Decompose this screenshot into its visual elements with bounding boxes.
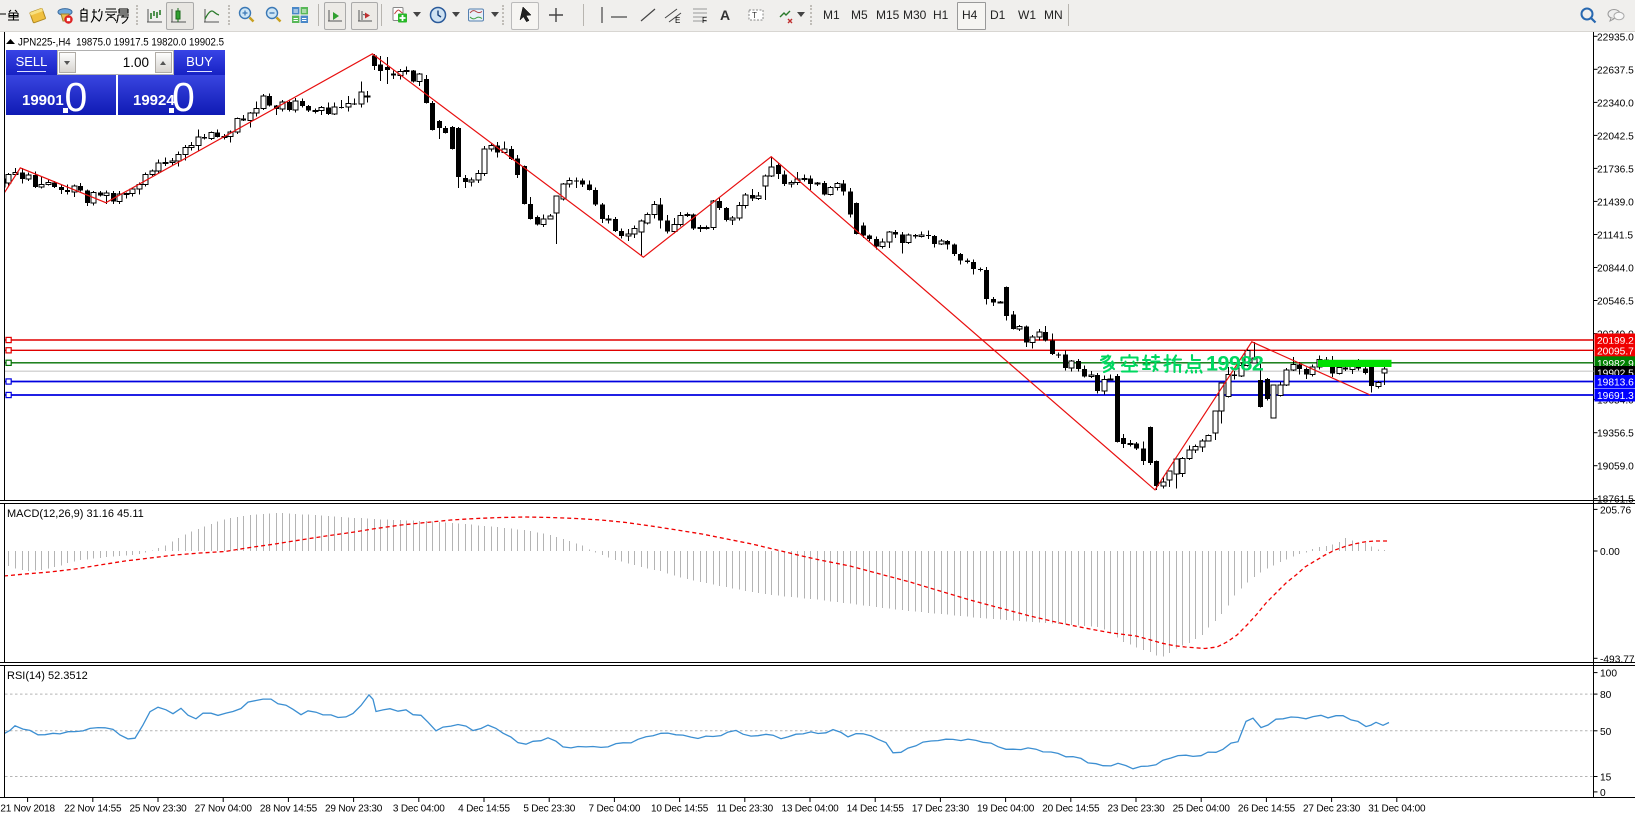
svg-text:31 Dec 04:00: 31 Dec 04:00 bbox=[1368, 804, 1426, 815]
svg-text:19356.5: 19356.5 bbox=[1597, 429, 1634, 440]
svg-text:25 Nov 23:30: 25 Nov 23:30 bbox=[129, 804, 187, 815]
svg-text:11 Dec 23:30: 11 Dec 23:30 bbox=[717, 804, 774, 815]
svg-text:21141.5: 21141.5 bbox=[1597, 231, 1633, 242]
svg-text:0.00: 0.00 bbox=[1600, 547, 1620, 558]
svg-text:25 Dec 04:00: 25 Dec 04:00 bbox=[1173, 804, 1231, 815]
svg-text:29 Nov 23:30: 29 Nov 23:30 bbox=[325, 804, 383, 815]
svg-text:7 Dec 04:00: 7 Dec 04:00 bbox=[589, 804, 641, 815]
svg-text:T: T bbox=[752, 11, 757, 20]
svg-text:19982: 19982 bbox=[1206, 352, 1264, 376]
svg-text:21439.0: 21439.0 bbox=[1597, 197, 1634, 208]
svg-text:4 Dec 14:55: 4 Dec 14:55 bbox=[458, 804, 510, 815]
svg-text:10 Dec 14:55: 10 Dec 14:55 bbox=[651, 804, 709, 815]
svg-text:27 Dec 23:30: 27 Dec 23:30 bbox=[1303, 804, 1361, 815]
svg-text:23 Dec 23:30: 23 Dec 23:30 bbox=[1107, 804, 1165, 815]
svg-text:0: 0 bbox=[1600, 788, 1606, 799]
svg-text:27 Nov 04:00: 27 Nov 04:00 bbox=[195, 804, 253, 815]
svg-text:5 Dec 23:30: 5 Dec 23:30 bbox=[523, 804, 575, 815]
svg-text:E: E bbox=[675, 16, 680, 25]
svg-text:22935.0: 22935.0 bbox=[1597, 32, 1634, 43]
svg-text:50: 50 bbox=[1600, 727, 1612, 738]
svg-text:F: F bbox=[702, 16, 707, 25]
svg-text:14 Dec 14:55: 14 Dec 14:55 bbox=[847, 804, 905, 815]
svg-text:20 Dec 14:55: 20 Dec 14:55 bbox=[1042, 804, 1100, 815]
svg-text:19813.6: 19813.6 bbox=[1597, 378, 1634, 389]
svg-text:-493.77: -493.77 bbox=[1600, 654, 1635, 665]
svg-text:21 Nov 2018: 21 Nov 2018 bbox=[0, 804, 55, 815]
svg-text:100: 100 bbox=[1600, 669, 1617, 680]
svg-text:20844.0: 20844.0 bbox=[1597, 264, 1634, 275]
svg-text:19 Dec 04:00: 19 Dec 04:00 bbox=[977, 804, 1035, 815]
svg-text:22042.5: 22042.5 bbox=[1597, 131, 1634, 142]
svg-text:JPN225-,H4 19875.0 19917.5 19: JPN225-,H4 19875.0 19917.5 19820.0 19902… bbox=[18, 37, 224, 49]
svg-text:19059.0: 19059.0 bbox=[1597, 462, 1634, 473]
svg-text:26 Dec 14:55: 26 Dec 14:55 bbox=[1238, 804, 1296, 815]
svg-text:15: 15 bbox=[1600, 773, 1612, 784]
svg-text:RSI(14) 52.3512: RSI(14) 52.3512 bbox=[7, 670, 88, 682]
svg-text:20546.5: 20546.5 bbox=[1597, 297, 1634, 308]
svg-text:MACD(12,26,9) 31.16 45.11: MACD(12,26,9) 31.16 45.11 bbox=[7, 508, 144, 520]
svg-text:21736.5: 21736.5 bbox=[1597, 164, 1634, 175]
svg-text:18761.5: 18761.5 bbox=[1597, 495, 1634, 506]
svg-text:17 Dec 23:30: 17 Dec 23:30 bbox=[912, 804, 970, 815]
svg-text:13 Dec 04:00: 13 Dec 04:00 bbox=[781, 804, 839, 815]
svg-text:20095.7: 20095.7 bbox=[1597, 346, 1634, 357]
svg-text:80: 80 bbox=[1600, 690, 1612, 701]
svg-text:28 Nov 14:55: 28 Nov 14:55 bbox=[260, 804, 318, 815]
svg-text:19691.3: 19691.3 bbox=[1597, 391, 1634, 402]
svg-text:22 Nov 14:55: 22 Nov 14:55 bbox=[64, 804, 122, 815]
svg-text:22637.5: 22637.5 bbox=[1597, 65, 1634, 76]
svg-text:22340.0: 22340.0 bbox=[1597, 98, 1634, 109]
svg-text:205.76: 205.76 bbox=[1600, 505, 1631, 516]
svg-text:3 Dec 04:00: 3 Dec 04:00 bbox=[393, 804, 445, 815]
